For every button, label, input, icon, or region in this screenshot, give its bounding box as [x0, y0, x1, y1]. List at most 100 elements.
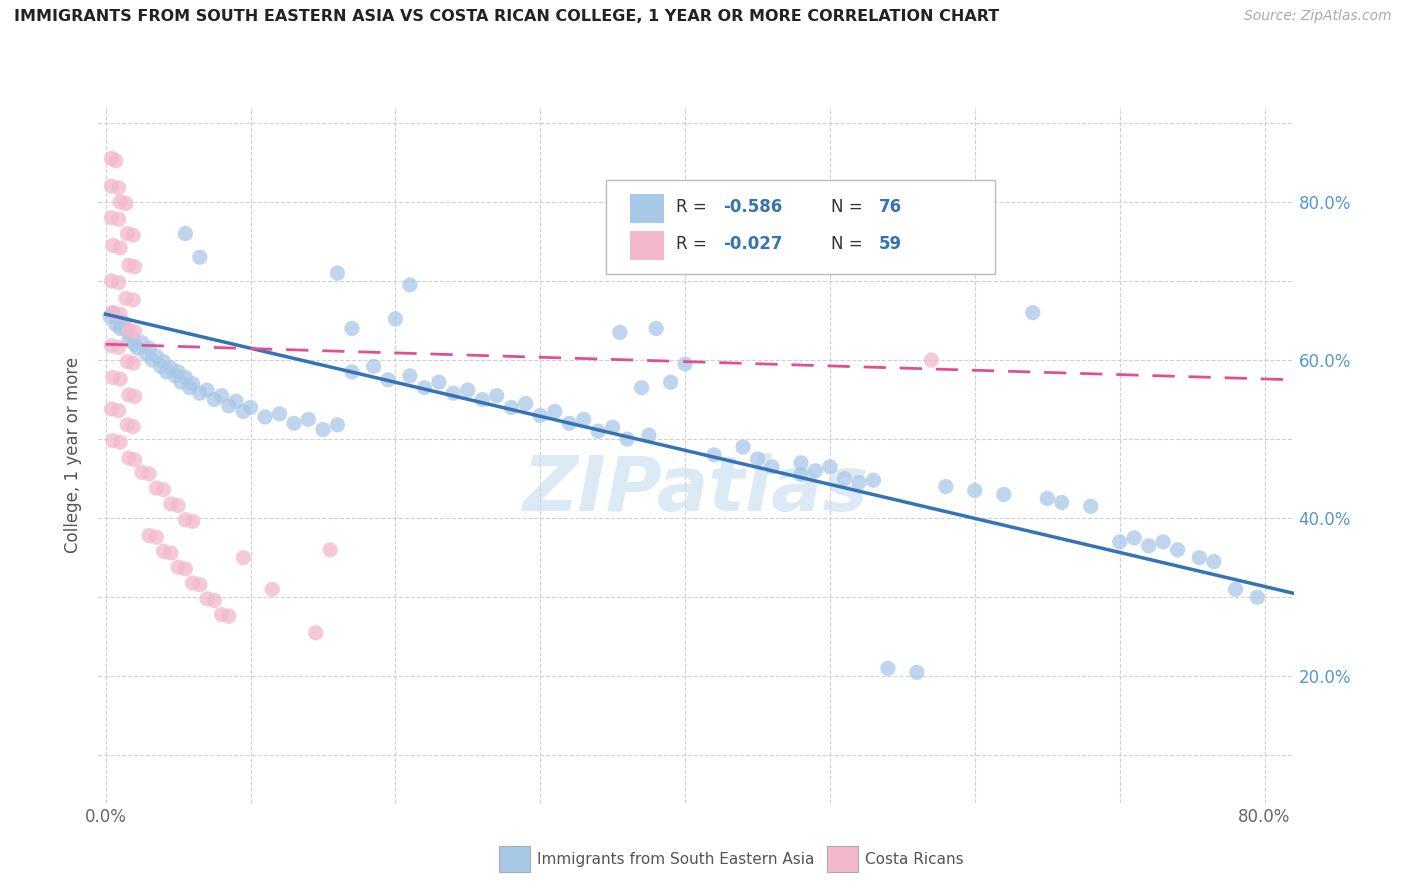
Point — [181, 576, 204, 591]
Point — [124, 337, 146, 351]
Text: Immigrants from South Eastern Asia: Immigrants from South Eastern Asia — [537, 853, 814, 867]
Text: Costa Ricans: Costa Ricans — [865, 853, 963, 867]
Point — [174, 513, 197, 527]
Point — [149, 359, 172, 374]
FancyBboxPatch shape — [606, 180, 995, 274]
Point — [117, 227, 139, 241]
Point — [1123, 531, 1146, 545]
Point — [586, 424, 609, 438]
Text: 76: 76 — [879, 197, 901, 216]
Point — [138, 528, 160, 542]
Point — [181, 514, 204, 528]
Point — [188, 250, 211, 264]
Point — [145, 530, 167, 544]
Point — [107, 276, 129, 290]
Point — [232, 404, 254, 418]
Point — [638, 428, 661, 442]
Point — [107, 403, 129, 417]
Point — [138, 467, 160, 481]
Point — [211, 607, 233, 622]
Point — [457, 383, 479, 397]
Point — [905, 665, 928, 680]
Text: -0.027: -0.027 — [724, 235, 783, 253]
Point — [131, 335, 153, 350]
Point — [145, 349, 167, 363]
Text: R =: R = — [676, 197, 711, 216]
Point — [232, 550, 254, 565]
Point — [195, 383, 218, 397]
Point — [101, 305, 124, 319]
Text: N =: N = — [831, 197, 868, 216]
Point — [485, 389, 508, 403]
Point — [790, 467, 813, 482]
Point — [283, 417, 305, 431]
FancyBboxPatch shape — [630, 194, 664, 223]
Point — [239, 401, 262, 415]
Point — [731, 440, 754, 454]
Point — [1225, 582, 1247, 597]
Point — [179, 381, 201, 395]
Point — [170, 375, 193, 389]
Point — [225, 394, 247, 409]
Point — [124, 260, 146, 274]
Point — [1188, 550, 1211, 565]
Point — [399, 368, 422, 383]
Point — [104, 318, 127, 332]
Point — [413, 381, 436, 395]
Point — [529, 409, 551, 423]
Point — [174, 370, 197, 384]
Point — [131, 466, 153, 480]
Point — [100, 211, 122, 225]
Text: 59: 59 — [879, 235, 901, 253]
Point — [1202, 555, 1225, 569]
Point — [572, 412, 595, 426]
Point — [122, 228, 145, 243]
Point — [122, 356, 145, 370]
Point — [399, 277, 422, 292]
Point — [218, 399, 240, 413]
Point — [920, 353, 942, 368]
Point — [121, 329, 143, 343]
Point — [877, 661, 900, 675]
Point — [100, 402, 122, 417]
Point — [544, 404, 567, 418]
Point — [862, 473, 884, 487]
Point — [1137, 539, 1160, 553]
Point — [195, 591, 218, 606]
Point — [1246, 591, 1268, 605]
Point — [558, 417, 581, 431]
Point — [818, 459, 841, 474]
Point — [160, 360, 183, 375]
Point — [218, 609, 240, 624]
Point — [108, 241, 131, 255]
Point — [107, 313, 129, 327]
Point — [152, 544, 174, 558]
Point — [659, 375, 682, 389]
Point — [167, 499, 190, 513]
Text: Source: ZipAtlas.com: Source: ZipAtlas.com — [1244, 9, 1392, 23]
Point — [515, 396, 537, 410]
Point — [108, 321, 131, 335]
Point — [118, 388, 141, 402]
Point — [124, 389, 146, 403]
Point — [1036, 491, 1059, 506]
Point — [305, 625, 328, 640]
Point — [117, 354, 139, 368]
Point — [1108, 534, 1130, 549]
Point — [174, 227, 197, 241]
Point — [501, 401, 523, 415]
Point — [319, 542, 342, 557]
Point — [848, 475, 870, 490]
Point — [100, 339, 122, 353]
Point — [1050, 495, 1073, 509]
Point — [124, 452, 146, 467]
Point — [963, 483, 986, 498]
Point — [269, 407, 291, 421]
Point — [377, 373, 399, 387]
Point — [747, 451, 769, 466]
Point — [100, 274, 122, 288]
Point — [118, 323, 141, 337]
Point — [1022, 305, 1045, 319]
Point — [297, 412, 319, 426]
Point — [790, 456, 813, 470]
